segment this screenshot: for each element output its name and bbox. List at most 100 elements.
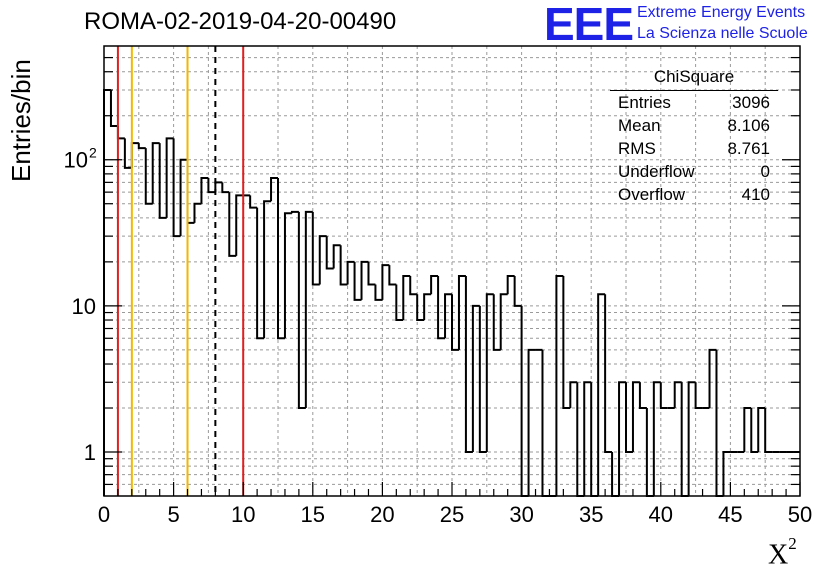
histogram-bin (339, 245, 348, 286)
histogram-bin (137, 143, 146, 150)
y-tick-label-exponent: 2 (89, 145, 97, 161)
x-axis-label: X2 (768, 534, 797, 571)
histogram-bin (694, 382, 703, 410)
histogram-bin (304, 210, 313, 409)
histogram-bin (673, 381, 682, 409)
histogram-bin (374, 284, 383, 301)
histogram-bin (457, 275, 466, 350)
y-tick-label: 10 (64, 148, 88, 173)
x-axis-label-base: X (768, 539, 789, 571)
histogram-bin (722, 451, 731, 496)
x-tick-label: 45 (718, 502, 742, 527)
x-axis-label-exponent: 2 (788, 534, 797, 553)
histogram-bin (103, 88, 111, 496)
stats-label: Overflow (618, 185, 686, 204)
x-tick-label: 35 (579, 502, 603, 527)
x-tick-label: 50 (788, 502, 812, 527)
stats-row: Overflow 410 (610, 183, 778, 206)
histogram-bin (360, 260, 369, 300)
x-tick-label: 10 (231, 502, 255, 527)
histogram-bin (367, 261, 376, 286)
histogram-bin (249, 195, 258, 209)
stats-row: Underflow 0 (610, 160, 778, 183)
stats-box: ChiSquare Entries 3096 Mean 8.106 RMS 8.761… (610, 66, 778, 206)
x-tick-label: 30 (509, 502, 533, 527)
histogram-bin (186, 159, 195, 224)
histogram-bin (193, 202, 202, 223)
histogram-bin (200, 176, 209, 204)
histogram-bin (652, 381, 661, 496)
histogram-bin (576, 382, 585, 497)
stats-row: Entries 3096 (610, 91, 778, 114)
axis-ticks (103, 56, 801, 496)
histogram-bin (263, 200, 272, 339)
y-tick-label: 1 (84, 440, 96, 465)
histogram-bin (590, 382, 599, 497)
histogram-bin (743, 407, 752, 453)
histogram-bin (618, 381, 626, 496)
histogram-bin (318, 235, 327, 285)
histogram-bin (513, 276, 522, 307)
histogram-bin (277, 177, 285, 340)
stats-row: RMS 8.761 (610, 137, 778, 160)
eee-logo-text: Extreme Energy Events La Scienza nelle S… (637, 2, 808, 44)
histogram-bin (520, 305, 529, 497)
stats-value: 8.106 (727, 116, 770, 135)
histogram-bin (423, 293, 432, 321)
histogram-bin (297, 211, 306, 410)
histogram-bin (569, 381, 578, 409)
histogram-bin (708, 348, 717, 409)
plot-title: ROMA-02-2019-04-20-00490 (84, 8, 397, 35)
histogram-bin (499, 293, 508, 350)
histogram-bin (659, 382, 668, 410)
histogram-bin (430, 275, 439, 295)
stats-label: Mean (618, 116, 661, 135)
histogram-bin (680, 382, 689, 497)
histogram-bin (471, 304, 480, 453)
x-tick-label: 15 (301, 502, 325, 527)
histogram-bin (256, 207, 265, 340)
histogram-bin (172, 138, 181, 238)
stats-row: Mean 8.106 (610, 114, 778, 137)
histogram-bin (506, 275, 515, 295)
stats-label: RMS (618, 139, 656, 158)
histogram-bin (402, 275, 411, 321)
histogram-bin (158, 143, 167, 219)
histogram-bin (311, 211, 320, 286)
histogram-bin (109, 89, 118, 128)
histogram-bin (555, 275, 564, 496)
histogram-bin (625, 382, 633, 454)
eee-logo: EEE (544, 0, 634, 50)
histogram-bin (130, 142, 139, 168)
histogram-bin (381, 264, 390, 300)
histogram-bin (715, 349, 724, 497)
histogram-bin (151, 142, 160, 204)
histogram-bin (144, 148, 153, 205)
stats-value: 0 (760, 162, 770, 181)
histogram-bin (416, 294, 425, 322)
histogram-bin (235, 194, 244, 256)
histogram-bin (409, 276, 418, 296)
histogram-bin (290, 210, 299, 214)
logo-line-1: Extreme Energy Events (637, 4, 806, 21)
histogram-bin (604, 294, 613, 454)
histogram-bin (757, 407, 766, 453)
histogram-bin (283, 212, 292, 339)
histogram-bin (325, 236, 334, 270)
histogram-bin (638, 382, 647, 410)
histogram-bin (541, 349, 550, 497)
histogram-bin (764, 408, 773, 454)
histogram-bin (353, 261, 362, 301)
x-tick-label: 5 (167, 502, 179, 527)
histogram-bin (562, 276, 571, 410)
histogram-bin (270, 176, 278, 202)
stats-value: 410 (741, 185, 770, 204)
stats-title: ChiSquare (610, 66, 778, 91)
histogram-bin (346, 260, 355, 285)
histogram-bin (388, 265, 397, 286)
y-axis-label: Entries/bin (6, 59, 36, 182)
stats-label: Entries (618, 93, 671, 112)
histogram-bin (451, 294, 459, 351)
histogram-bin (228, 192, 237, 257)
